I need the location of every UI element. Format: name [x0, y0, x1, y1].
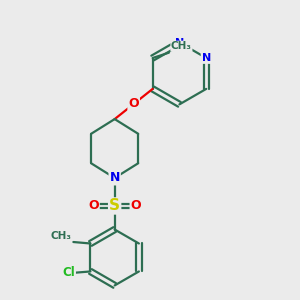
Text: Cl: Cl: [62, 266, 75, 279]
Text: CH₃: CH₃: [50, 230, 71, 241]
Text: N: N: [202, 53, 211, 63]
Text: N: N: [110, 172, 120, 184]
Text: CH₃: CH₃: [171, 41, 192, 51]
Text: O: O: [88, 200, 99, 212]
Text: O: O: [130, 200, 141, 212]
Text: N: N: [175, 38, 184, 47]
Text: O: O: [128, 98, 139, 110]
Text: S: S: [109, 198, 120, 213]
